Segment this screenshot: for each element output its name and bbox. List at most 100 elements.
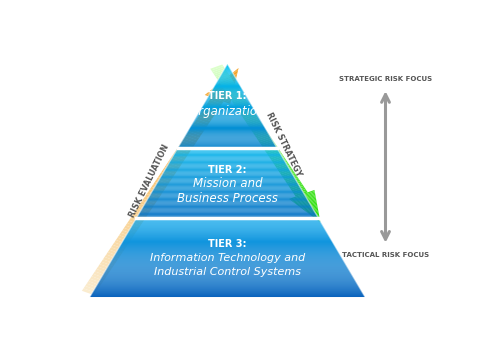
Polygon shape <box>194 119 260 120</box>
Text: Industrial Control Systems: Industrial Control Systems <box>154 267 301 277</box>
Polygon shape <box>273 159 287 165</box>
Polygon shape <box>317 219 320 221</box>
Polygon shape <box>306 207 318 213</box>
Polygon shape <box>292 188 306 193</box>
Polygon shape <box>214 87 233 94</box>
Polygon shape <box>319 221 321 222</box>
Polygon shape <box>199 114 212 121</box>
Polygon shape <box>207 92 231 101</box>
Polygon shape <box>140 210 314 211</box>
Polygon shape <box>203 105 252 106</box>
Polygon shape <box>205 94 230 104</box>
Polygon shape <box>113 257 342 258</box>
Polygon shape <box>213 87 241 88</box>
Polygon shape <box>299 200 316 207</box>
Polygon shape <box>281 170 294 176</box>
Polygon shape <box>314 216 320 219</box>
Polygon shape <box>234 100 247 106</box>
Polygon shape <box>179 145 276 146</box>
Polygon shape <box>153 189 302 190</box>
Polygon shape <box>139 212 315 213</box>
Polygon shape <box>224 85 237 91</box>
Polygon shape <box>111 260 344 261</box>
Polygon shape <box>179 143 192 150</box>
Polygon shape <box>198 113 257 114</box>
Polygon shape <box>131 226 324 227</box>
Polygon shape <box>223 70 232 71</box>
Polygon shape <box>117 250 338 251</box>
Polygon shape <box>207 96 247 98</box>
Polygon shape <box>298 199 316 206</box>
Polygon shape <box>275 161 288 166</box>
Polygon shape <box>231 73 237 76</box>
Text: TIER 1:: TIER 1: <box>208 91 247 101</box>
Polygon shape <box>150 187 164 194</box>
Polygon shape <box>247 119 260 125</box>
Polygon shape <box>123 240 332 241</box>
Polygon shape <box>120 246 336 247</box>
Polygon shape <box>166 167 289 168</box>
Polygon shape <box>202 106 253 107</box>
Polygon shape <box>93 271 107 278</box>
Polygon shape <box>165 165 178 172</box>
Polygon shape <box>114 255 341 256</box>
Polygon shape <box>175 151 280 152</box>
Polygon shape <box>209 93 245 94</box>
Polygon shape <box>148 189 162 196</box>
Polygon shape <box>103 257 117 264</box>
Polygon shape <box>272 157 285 163</box>
Polygon shape <box>312 214 319 217</box>
Polygon shape <box>181 142 274 143</box>
Polygon shape <box>259 138 273 144</box>
Polygon shape <box>150 194 305 195</box>
Polygon shape <box>205 101 250 102</box>
Polygon shape <box>101 277 354 278</box>
Polygon shape <box>206 100 249 101</box>
Polygon shape <box>126 235 329 236</box>
Polygon shape <box>236 103 249 109</box>
Polygon shape <box>104 271 350 272</box>
Polygon shape <box>179 146 276 147</box>
Polygon shape <box>224 68 230 69</box>
Polygon shape <box>111 245 125 252</box>
Polygon shape <box>149 195 306 196</box>
Polygon shape <box>116 252 339 253</box>
Text: Organization: Organization <box>190 105 265 118</box>
Polygon shape <box>139 204 152 210</box>
Polygon shape <box>188 130 267 131</box>
Polygon shape <box>118 249 337 250</box>
Polygon shape <box>180 143 275 144</box>
Polygon shape <box>99 280 356 281</box>
Polygon shape <box>261 140 274 145</box>
Polygon shape <box>226 65 228 66</box>
Polygon shape <box>122 241 333 242</box>
Polygon shape <box>88 279 102 285</box>
Polygon shape <box>293 194 315 202</box>
Polygon shape <box>235 101 248 107</box>
Polygon shape <box>102 275 353 276</box>
Polygon shape <box>186 134 199 140</box>
Polygon shape <box>167 166 288 167</box>
Polygon shape <box>148 198 307 199</box>
Polygon shape <box>228 92 241 98</box>
Polygon shape <box>295 191 308 196</box>
Polygon shape <box>289 190 315 200</box>
Polygon shape <box>199 111 256 112</box>
Polygon shape <box>183 138 272 139</box>
Polygon shape <box>257 135 270 141</box>
Polygon shape <box>229 93 242 99</box>
Polygon shape <box>223 84 236 89</box>
Polygon shape <box>109 264 346 265</box>
Polygon shape <box>151 192 303 193</box>
Polygon shape <box>153 188 301 189</box>
Polygon shape <box>106 269 349 270</box>
Polygon shape <box>263 143 276 149</box>
Polygon shape <box>301 202 317 209</box>
Polygon shape <box>256 133 269 139</box>
Polygon shape <box>290 191 315 201</box>
Polygon shape <box>236 69 238 71</box>
Polygon shape <box>216 74 230 80</box>
Text: Business Process: Business Process <box>177 191 278 205</box>
Text: TACTICAL RISK FOCUS: TACTICAL RISK FOCUS <box>342 252 429 258</box>
Polygon shape <box>209 91 231 100</box>
